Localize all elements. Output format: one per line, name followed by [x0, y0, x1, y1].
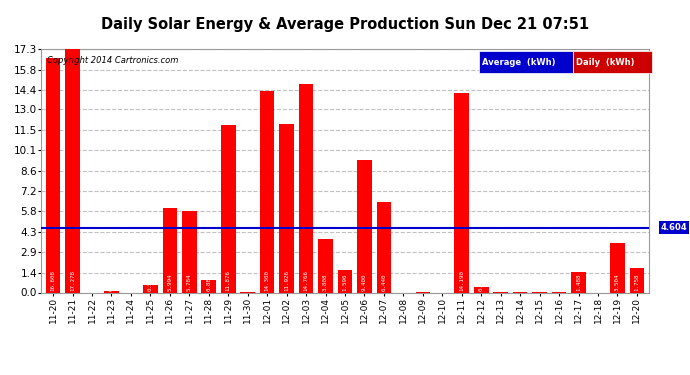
- Text: 11.926: 11.926: [284, 270, 289, 291]
- Text: 3.504: 3.504: [615, 274, 620, 291]
- Text: 0.046: 0.046: [420, 274, 425, 291]
- Text: 9.400: 9.400: [362, 274, 367, 291]
- Text: 14.190: 14.190: [460, 270, 464, 291]
- Bar: [182, 211, 197, 292]
- Bar: [610, 243, 624, 292]
- Text: 14.766: 14.766: [304, 270, 308, 291]
- Bar: [46, 58, 61, 292]
- Text: 1.758: 1.758: [634, 274, 640, 291]
- Text: 1.596: 1.596: [342, 274, 348, 291]
- Bar: [455, 93, 469, 292]
- Bar: [629, 268, 644, 292]
- Text: 6.440: 6.440: [382, 274, 386, 291]
- Bar: [337, 270, 353, 292]
- Bar: [299, 84, 313, 292]
- Bar: [377, 202, 391, 292]
- Bar: [104, 291, 119, 292]
- FancyBboxPatch shape: [573, 51, 651, 73]
- Text: Daily  (kWh): Daily (kWh): [575, 58, 634, 67]
- Text: 0.000: 0.000: [128, 274, 133, 291]
- Text: 0.124: 0.124: [109, 274, 114, 291]
- Text: 1.488: 1.488: [576, 274, 581, 291]
- Bar: [260, 91, 275, 292]
- Text: Average  (kWh): Average (kWh): [482, 58, 555, 67]
- Text: 5.784: 5.784: [187, 274, 192, 291]
- Text: 0.034: 0.034: [557, 274, 562, 291]
- Bar: [357, 160, 372, 292]
- Text: 0.364: 0.364: [479, 274, 484, 291]
- Bar: [66, 49, 80, 292]
- Bar: [474, 287, 489, 292]
- Text: Copyright 2014 Cartronics.com: Copyright 2014 Cartronics.com: [48, 56, 179, 65]
- Text: 0.882: 0.882: [206, 274, 211, 291]
- Text: 0.000: 0.000: [440, 274, 445, 291]
- Text: 16.608: 16.608: [50, 270, 56, 291]
- Bar: [279, 124, 294, 292]
- Text: 17.278: 17.278: [70, 270, 75, 291]
- FancyBboxPatch shape: [479, 51, 573, 73]
- Text: 5.994: 5.994: [168, 274, 172, 291]
- Text: 0.018: 0.018: [537, 274, 542, 291]
- Text: 4.604: 4.604: [661, 223, 687, 232]
- Text: 3.808: 3.808: [323, 274, 328, 291]
- Text: Daily Solar Energy & Average Production Sun Dec 21 07:51: Daily Solar Energy & Average Production …: [101, 17, 589, 32]
- Bar: [201, 280, 216, 292]
- Text: 0.032: 0.032: [245, 274, 250, 291]
- Bar: [143, 285, 158, 292]
- Text: 0.544: 0.544: [148, 274, 153, 291]
- Text: 0.000: 0.000: [90, 274, 95, 291]
- Bar: [571, 272, 586, 292]
- Text: 0.000: 0.000: [401, 274, 406, 291]
- Text: 11.876: 11.876: [226, 270, 230, 291]
- Text: 0.000: 0.000: [595, 274, 600, 291]
- Bar: [163, 208, 177, 292]
- Bar: [221, 125, 235, 292]
- Bar: [318, 239, 333, 292]
- Text: 14.300: 14.300: [265, 270, 270, 291]
- Text: 0.012: 0.012: [498, 274, 503, 291]
- Text: 0.006: 0.006: [518, 274, 522, 291]
